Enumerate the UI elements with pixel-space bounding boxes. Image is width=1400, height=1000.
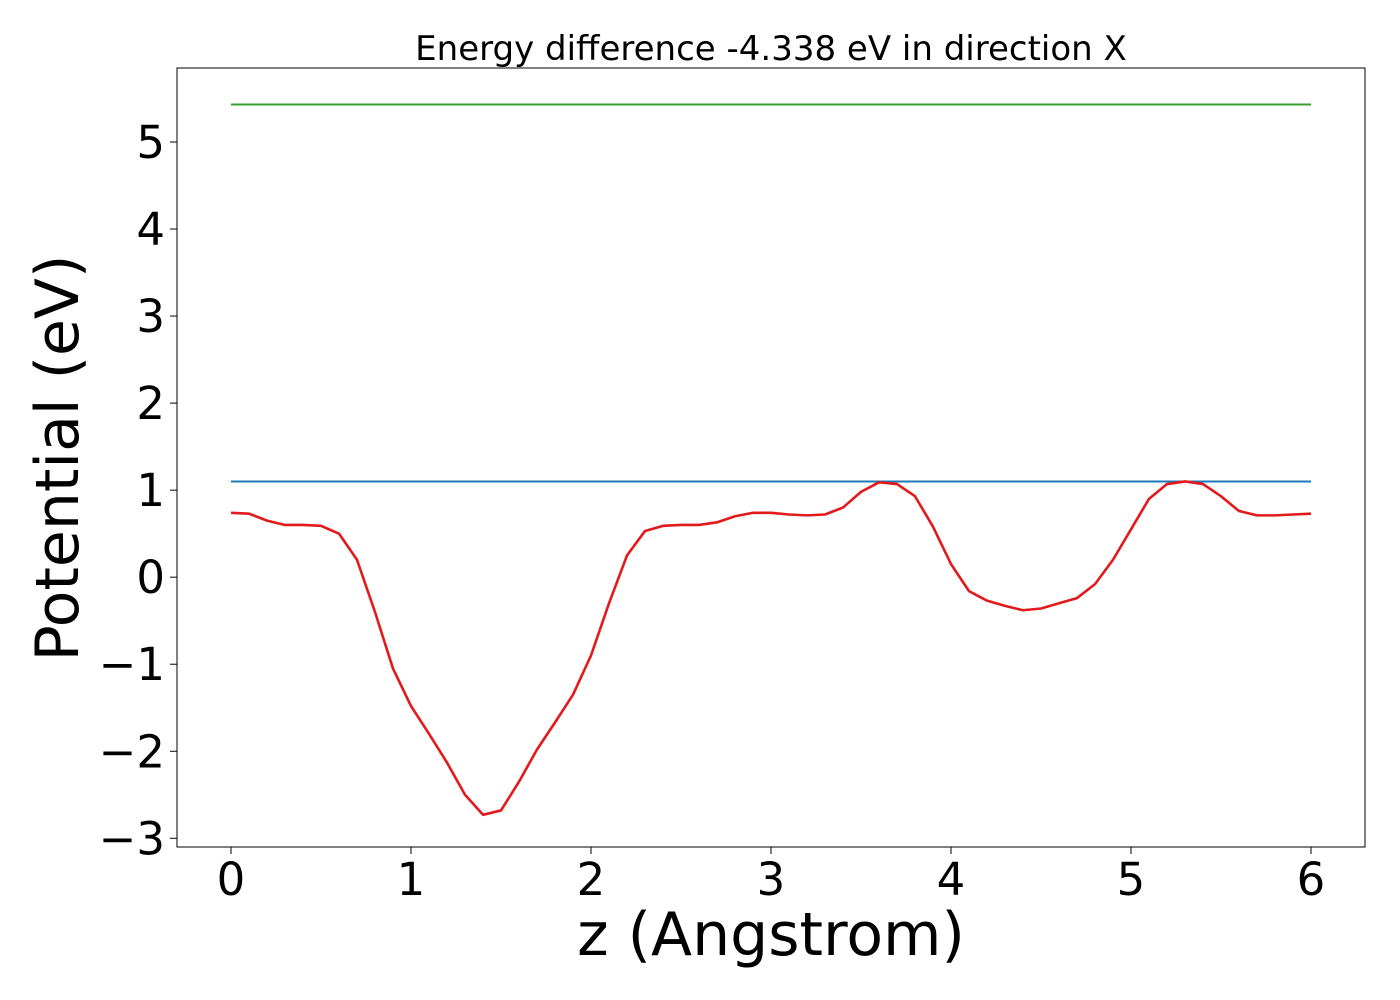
- y-axis-label: Potential (eV): [23, 255, 93, 662]
- y-tick-label: 1: [136, 464, 165, 517]
- x-axis-ticks: 0 1 2 3 4 5 6: [217, 847, 1326, 906]
- y-tick-label: 2: [136, 377, 165, 430]
- y-tick-label: −1: [99, 638, 165, 691]
- y-tick-label: −3: [99, 812, 165, 865]
- y-tick-label: 3: [136, 290, 165, 343]
- potential-line: [230, 480, 1312, 817]
- x-tick-label: 2: [577, 853, 606, 906]
- chart-title: Energy difference -4.338 eV in direction…: [415, 29, 1127, 69]
- x-tick-label: 1: [397, 853, 426, 906]
- x-tick-label: 5: [1117, 853, 1146, 906]
- x-tick-label: 0: [217, 853, 246, 906]
- y-tick-label: 0: [136, 551, 165, 604]
- series-layer: [230, 103, 1312, 817]
- x-tick-label: 3: [757, 853, 786, 906]
- y-tick-label: −2: [99, 725, 165, 778]
- x-axis-label: z (Angstrom): [577, 900, 965, 970]
- y-axis-ticks: −3 −2 −1 0 1 2 3 4 5: [99, 116, 177, 865]
- y-tick-label: 5: [136, 116, 165, 169]
- x-tick-label: 6: [1297, 853, 1326, 906]
- x-tick-label: 4: [937, 853, 966, 906]
- y-tick-label: 4: [136, 203, 165, 256]
